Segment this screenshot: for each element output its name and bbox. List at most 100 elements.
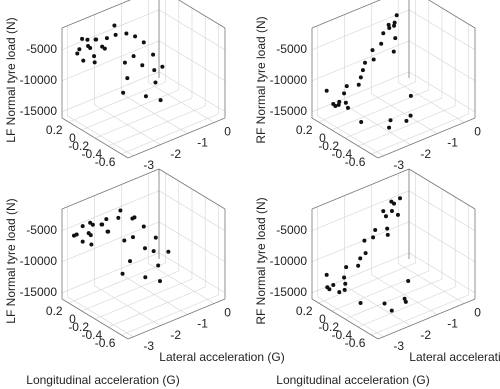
data-point bbox=[151, 249, 156, 254]
grid-line bbox=[331, 270, 429, 312]
data-point bbox=[88, 233, 93, 238]
z-tick-label: -10000 bbox=[20, 254, 58, 268]
y-tick-label: -0.6 bbox=[345, 336, 366, 350]
axis-edge bbox=[61, 168, 160, 210]
data-point bbox=[363, 251, 368, 256]
grid-line bbox=[61, 221, 160, 263]
x-tick-label: -1 bbox=[447, 136, 458, 150]
y-tick-label: 0.2 bbox=[296, 123, 313, 137]
grid-line bbox=[61, 190, 160, 232]
axis-edge bbox=[158, 168, 226, 210]
data-point bbox=[382, 301, 387, 306]
data-point bbox=[391, 49, 396, 54]
data-point bbox=[166, 249, 171, 254]
y-tick-label: 0.2 bbox=[46, 304, 63, 318]
data-point bbox=[362, 238, 367, 243]
data-point bbox=[131, 54, 136, 59]
data-point bbox=[344, 84, 349, 89]
x-tick-label: 0 bbox=[224, 125, 231, 139]
y-axis-title: Longitudinal acceleration (G) bbox=[26, 373, 179, 387]
axis-edge bbox=[311, 168, 410, 210]
data-point bbox=[343, 100, 348, 105]
z-tick-label: -15000 bbox=[270, 285, 308, 299]
data-point bbox=[402, 296, 407, 301]
data-point bbox=[88, 45, 93, 50]
y-tick-label: -0.2 bbox=[318, 139, 339, 153]
data-point bbox=[371, 235, 376, 240]
grid-line bbox=[311, 9, 410, 51]
x-tick-label: 0 bbox=[224, 306, 231, 320]
z-tick-label: -10000 bbox=[270, 254, 308, 268]
y-tick-label: -0.4 bbox=[332, 147, 353, 161]
data-point bbox=[388, 118, 393, 123]
data-point bbox=[160, 64, 165, 69]
data-point bbox=[359, 120, 364, 125]
data-point bbox=[393, 36, 398, 41]
y-tick-label: 0.2 bbox=[46, 123, 63, 137]
x-axis-title: Lateral acceleration (G) bbox=[409, 350, 500, 364]
data-point bbox=[104, 217, 109, 222]
data-point bbox=[93, 37, 98, 42]
x-tick-label: 0 bbox=[474, 125, 481, 139]
data-point bbox=[333, 104, 338, 109]
data-point bbox=[133, 34, 138, 39]
x-tick-label: -1 bbox=[197, 136, 208, 150]
axis-edge bbox=[127, 298, 226, 340]
data-point bbox=[99, 222, 104, 227]
data-point bbox=[385, 226, 390, 231]
grid-line bbox=[371, 113, 469, 155]
z-axis-title: RF Normal tyre load (N) bbox=[254, 16, 268, 143]
axis-edge bbox=[61, 117, 129, 159]
x-tick-label: -2 bbox=[170, 147, 181, 161]
axis-edge bbox=[311, 298, 379, 340]
axis-edge bbox=[127, 117, 226, 159]
data-point bbox=[122, 238, 127, 243]
data-point bbox=[124, 31, 129, 36]
data-point bbox=[104, 36, 109, 41]
data-point bbox=[385, 232, 390, 237]
data-point bbox=[130, 235, 135, 240]
grid-line bbox=[311, 221, 410, 263]
data-point bbox=[343, 281, 348, 286]
data-point bbox=[392, 201, 397, 206]
axis-edge bbox=[61, 298, 129, 340]
z-tick-label: -10000 bbox=[270, 73, 308, 87]
data-point bbox=[75, 51, 80, 56]
data-point bbox=[80, 36, 85, 41]
data-point bbox=[342, 275, 347, 280]
data-point bbox=[132, 215, 137, 220]
grid-line bbox=[318, 262, 416, 304]
grid-line bbox=[121, 294, 219, 336]
data-point bbox=[358, 256, 363, 261]
y-tick-label: -0.6 bbox=[95, 336, 116, 350]
grid-line bbox=[108, 105, 206, 147]
data-point bbox=[142, 246, 147, 251]
grid-line bbox=[318, 81, 416, 123]
x-tick-label: -2 bbox=[420, 147, 431, 161]
data-point bbox=[344, 265, 349, 270]
z-tick-label: -5000 bbox=[276, 223, 307, 237]
data-point bbox=[92, 60, 97, 65]
axis-edge bbox=[428, 0, 476, 29]
data-point bbox=[363, 60, 368, 65]
y-tick-label: -0.4 bbox=[82, 147, 103, 161]
z-tick-label: -5000 bbox=[276, 42, 307, 56]
x-tick-label: -2 bbox=[420, 328, 431, 342]
data-point bbox=[153, 80, 158, 85]
grid-line bbox=[311, 40, 410, 82]
data-point bbox=[392, 23, 397, 28]
y-tick-label: -0.2 bbox=[68, 139, 89, 153]
grid-line bbox=[121, 113, 219, 155]
data-point bbox=[342, 287, 347, 292]
data-point bbox=[408, 113, 413, 118]
data-point bbox=[342, 91, 347, 96]
y-tick-label: 0 bbox=[69, 312, 76, 326]
y-tick-label: 0.2 bbox=[296, 304, 313, 318]
data-point bbox=[120, 271, 125, 276]
axis-edge bbox=[377, 298, 476, 340]
data-point bbox=[358, 301, 363, 306]
axis-edge bbox=[178, 0, 226, 29]
y-tick-label: -0.4 bbox=[332, 328, 353, 342]
y-tick-label: -0.6 bbox=[95, 155, 116, 169]
